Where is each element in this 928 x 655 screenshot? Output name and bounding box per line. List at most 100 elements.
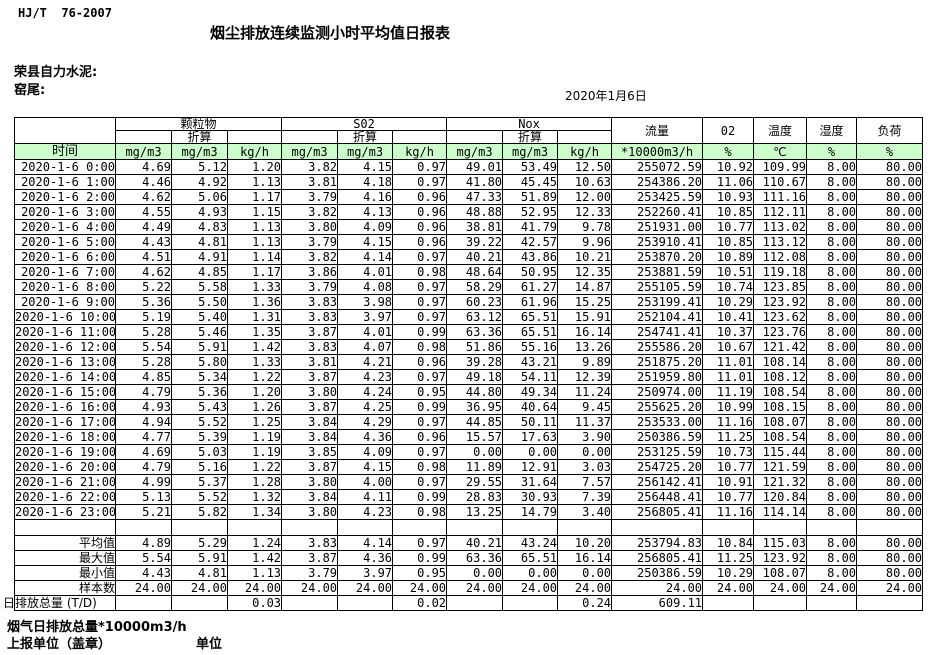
- cell-value: 253870.20: [611, 249, 704, 265]
- cell-value: 254725.20: [611, 459, 704, 475]
- blank-cell: [502, 519, 559, 536]
- cell-value: 0.00: [557, 444, 613, 460]
- cell-value: 5.46: [171, 324, 228, 340]
- cell-time: 2020-1-6 7:00: [14, 264, 116, 280]
- cell-value: 4.94: [115, 414, 172, 430]
- cell-value: 4.79: [115, 459, 172, 475]
- cell-value: 4.85: [171, 264, 228, 280]
- cell-value: 5.34: [171, 369, 228, 385]
- cell-value: 0.00: [502, 444, 559, 460]
- cell-value: 80.00: [856, 429, 924, 445]
- cell-value: 1.28: [226, 474, 283, 490]
- hourly-average-table: 颗粒物 S02 Nox 流量 02 温度 湿度 负荷 折算 折算 折算 时间 m…: [3, 117, 924, 611]
- cell-value: 0.96: [392, 354, 448, 370]
- cell-value: 4.62: [115, 264, 172, 280]
- cell-value: 1.20: [226, 159, 283, 175]
- cell-value: 43.86: [502, 249, 559, 265]
- unit-cell: %: [806, 143, 858, 160]
- summary-value: 10.84: [702, 535, 755, 551]
- cell-value: 0.97: [392, 249, 448, 265]
- cell-time: 2020-1-6 13:00: [14, 354, 117, 370]
- cell-value: 3.86: [281, 264, 339, 280]
- cell-value: 3.84: [281, 489, 339, 505]
- cell-time: 2020-1-6 2:00: [14, 189, 116, 205]
- cell-value: 4.93: [171, 204, 228, 220]
- cell-value: 5.16: [171, 459, 228, 475]
- cell-value: 108.15: [753, 399, 808, 415]
- cell-value: 3.80: [281, 219, 339, 235]
- cell-value: 8.00: [806, 459, 858, 475]
- summary-value: 24.00: [702, 580, 755, 596]
- cell-value: 1.13: [226, 219, 283, 235]
- cell-value: 41.79: [502, 219, 559, 235]
- daily-total-label: 日排放总量 (T/D): [3, 595, 116, 611]
- cell-value: 4.99: [115, 474, 172, 490]
- cell-value: 4.15: [337, 459, 394, 475]
- daily-total-row: 日排放总量 (T/D) 0.03 0.02 0.24 609.11: [3, 595, 924, 611]
- blank-row: [14, 519, 924, 536]
- cell-value: 4.46: [115, 174, 172, 190]
- cell-time: 2020-1-6 19:00: [14, 444, 117, 460]
- cell-value: 3.87: [281, 459, 339, 475]
- summary-label: 最大值: [14, 550, 116, 566]
- summary-value: 8.00: [806, 550, 858, 566]
- summary-value: 256805.41: [611, 550, 704, 566]
- cell-value: 254386.20: [611, 174, 704, 190]
- cell-time: 2020-1-6 4:00: [14, 219, 116, 235]
- blank-cell: [171, 519, 228, 536]
- summary-value: 108.07: [753, 565, 808, 581]
- cell-value: 48.64: [446, 264, 504, 280]
- cell-time: 2020-1-6 21:00: [14, 474, 117, 490]
- blank-cell: [392, 519, 448, 536]
- daily-total-value: [171, 595, 228, 611]
- cell-value: 12.91: [502, 459, 559, 475]
- cell-value: 10.67: [702, 339, 755, 355]
- daily-total-value: 609.11: [611, 595, 704, 611]
- cell-value: 4.36: [337, 429, 394, 445]
- cell-value: 4.85: [115, 369, 172, 385]
- cell-value: 251875.20: [611, 354, 704, 370]
- cell-value: 29.55: [446, 474, 504, 490]
- group-header-row: 颗粒物 S02 Nox 流量 02 温度 湿度 负荷: [14, 117, 924, 144]
- unit-cell: mg/m3: [115, 143, 172, 160]
- cell-value: 8.00: [806, 294, 858, 310]
- cell-value: 8.00: [806, 174, 858, 190]
- cell-value: 8.00: [806, 234, 858, 250]
- cell-value: 80.00: [856, 174, 924, 190]
- cell-value: 52.95: [502, 204, 559, 220]
- cell-value: 65.51: [502, 324, 559, 340]
- cell-value: 11.89: [446, 459, 504, 475]
- cell-value: 8.00: [806, 324, 858, 340]
- cell-value: 8.00: [806, 444, 858, 460]
- cell-value: 13.25: [446, 504, 504, 520]
- cell-value: 15.57: [446, 429, 504, 445]
- cell-value: 80.00: [856, 504, 924, 520]
- converted-header-row: 折算 折算 折算: [15, 130, 923, 144]
- cell-value: 0.97: [392, 309, 448, 325]
- table-row: 2020-1-6 11:00 5.28 5.46 1.35 3.87 4.01 0.99 63…: [14, 324, 924, 340]
- cell-value: 8.00: [806, 369, 858, 385]
- cell-value: 3.87: [281, 324, 339, 340]
- cell-value: 4.62: [115, 189, 172, 205]
- summary-value: 8.00: [806, 565, 858, 581]
- cell-value: 80.00: [856, 339, 924, 355]
- cell-value: 10.21: [557, 249, 613, 265]
- cell-value: 254741.41: [611, 324, 704, 340]
- cell-value: 8.00: [806, 504, 858, 520]
- cell-value: 4.11: [337, 489, 394, 505]
- summary-value: 24.00: [611, 580, 704, 596]
- cell-value: 3.90: [557, 429, 613, 445]
- cell-value: 3.40: [557, 504, 613, 520]
- cell-value: 3.82: [281, 159, 339, 175]
- cell-value: 0.97: [392, 159, 448, 175]
- cell-value: 4.69: [115, 444, 172, 460]
- summary-value: 63.36: [446, 550, 504, 566]
- cell-value: 11.16: [702, 414, 755, 430]
- cell-value: 10.85: [702, 234, 755, 250]
- cell-value: 80.00: [856, 189, 924, 205]
- blank-cell: [281, 519, 339, 536]
- table-row: 2020-1-6 4:00 4.49 4.83 1.13 3.80 4.09 0.96 38.…: [14, 219, 924, 235]
- unit-cell: mg/m3: [446, 143, 504, 160]
- cell-value: 3.87: [281, 399, 339, 415]
- cell-value: 3.79: [281, 279, 339, 295]
